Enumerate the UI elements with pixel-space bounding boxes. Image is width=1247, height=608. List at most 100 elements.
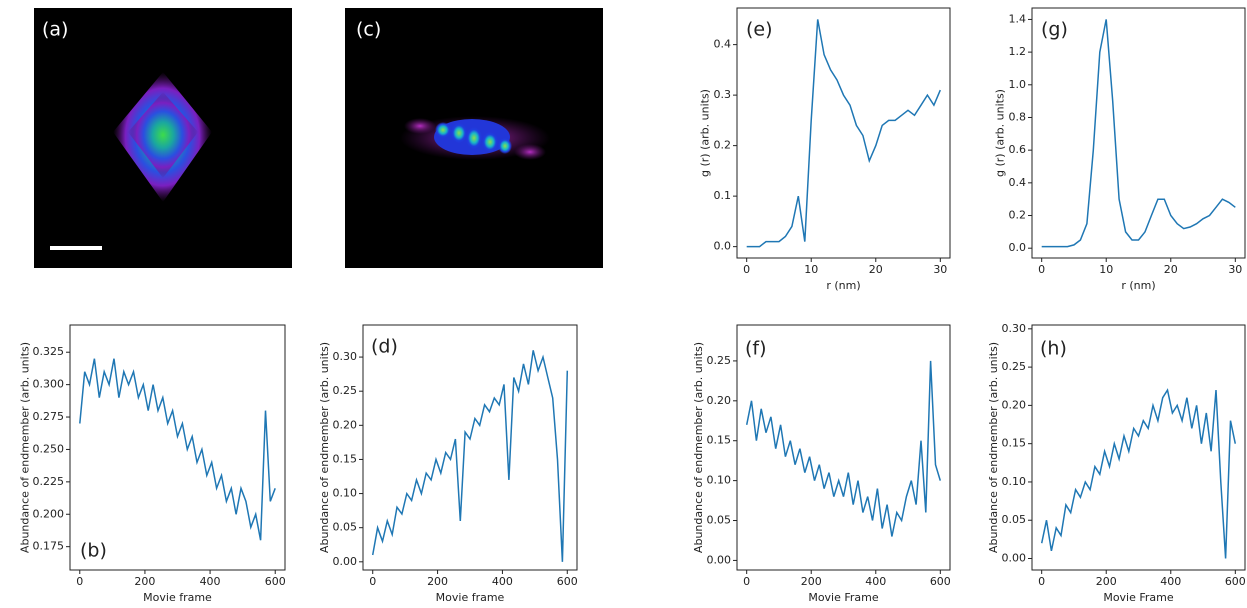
axes-frame	[736, 324, 951, 571]
x-tick-label: 200	[134, 575, 155, 588]
x-tick-label: 30	[1228, 263, 1242, 276]
y-tick-label: 0.250	[33, 442, 65, 455]
y-tick-label: 0.4	[1009, 176, 1027, 189]
particle-core	[128, 92, 198, 178]
y-axis-label: g (r) (arb. units)	[994, 89, 1007, 177]
data-line	[79, 358, 276, 541]
y-tick-label: 0.20	[1002, 398, 1027, 411]
y-tick-label: 0.3	[714, 88, 732, 101]
y-tick-label: 0.20	[333, 418, 358, 431]
y-tick-label: 0.225	[33, 475, 65, 488]
y-tick-label: 0.6	[1009, 143, 1027, 156]
y-tick-label: 0.300	[33, 378, 65, 391]
x-tick-label: 200	[1096, 575, 1117, 588]
x-tick-label: 20	[1164, 263, 1178, 276]
y-tick-label: 0.05	[1002, 513, 1027, 526]
x-tick-label: 600	[930, 575, 951, 588]
x-tick-label: 0	[1038, 575, 1045, 588]
y-tick-label: 0.325	[33, 345, 65, 358]
y-tick-label: 0.00	[333, 555, 358, 568]
x-tick-label: 200	[801, 575, 822, 588]
particle-halo	[404, 118, 436, 134]
x-tick-label: 600	[1225, 575, 1246, 588]
data-line	[371, 350, 569, 562]
image-c	[345, 8, 603, 268]
x-tick-label: 400	[865, 575, 886, 588]
data-line	[1040, 388, 1237, 559]
x-tick-label: 0	[1038, 263, 1045, 276]
x-tick-label: 20	[869, 263, 883, 276]
x-axis-label: r (nm)	[826, 279, 860, 292]
y-tick-label: 0.30	[1002, 322, 1027, 335]
y-tick-label: 0.00	[707, 553, 732, 566]
axes-frame	[362, 324, 578, 571]
y-tick-label: 0.15	[707, 434, 732, 447]
panel-label: (e)	[746, 19, 773, 41]
data-line	[1041, 19, 1236, 248]
x-axis-label: Movie Frame	[1103, 591, 1174, 604]
data-line	[746, 19, 941, 248]
particle-halo	[514, 144, 546, 160]
y-tick-label: 0.15	[1002, 437, 1027, 450]
y-tick-label: 0.05	[707, 514, 732, 527]
x-tick-label: 600	[557, 575, 578, 588]
x-tick-label: 10	[1099, 263, 1113, 276]
blob	[498, 138, 512, 154]
y-tick-label: 0.05	[333, 521, 358, 534]
panel-label: (h)	[1040, 338, 1067, 360]
y-tick-label: 0.15	[333, 452, 358, 465]
y-tick-label: 0.00	[1002, 552, 1027, 565]
x-axis-label: Movie frame	[436, 591, 505, 604]
blob	[451, 123, 467, 143]
axes-frame	[736, 7, 951, 259]
panel-label: (b)	[80, 540, 107, 562]
y-tick-label: 0.10	[1002, 475, 1027, 488]
x-tick-label: 200	[427, 575, 448, 588]
panel-label: (a)	[42, 19, 68, 41]
y-tick-label: 0.275	[33, 410, 65, 423]
y-tick-label: 0.200	[33, 507, 65, 520]
y-tick-label: 0.20	[707, 394, 732, 407]
y-tick-label: 0.25	[707, 354, 732, 367]
y-tick-label: 0.25	[333, 384, 358, 397]
y-tick-label: 0.0	[1009, 241, 1027, 254]
x-tick-label: 30	[933, 263, 947, 276]
panel-label: (f)	[745, 338, 767, 360]
x-tick-label: 0	[76, 575, 83, 588]
x-tick-label: 0	[743, 575, 750, 588]
panel-label: (g)	[1041, 19, 1068, 41]
y-axis-label: Abundance of endmember (arb. units)	[318, 342, 331, 553]
panel-label: (d)	[371, 336, 398, 358]
axes-frame	[1031, 324, 1246, 571]
y-tick-label: 1.0	[1009, 78, 1027, 91]
x-tick-label: 0	[369, 575, 376, 588]
y-tick-label: 0.8	[1009, 110, 1027, 123]
data-line	[745, 360, 942, 537]
y-tick-label: 0.2	[1009, 209, 1027, 222]
blob	[435, 122, 451, 138]
x-tick-label: 400	[200, 575, 221, 588]
y-tick-label: 0.25	[1002, 360, 1027, 373]
y-tick-label: 0.175	[33, 540, 65, 553]
y-tick-label: 0.2	[714, 139, 732, 152]
y-axis-label: Abundance of endmember (arb. units)	[987, 342, 1000, 553]
y-tick-label: 0.30	[333, 350, 358, 363]
axes-frame	[1031, 7, 1246, 259]
x-axis-label: Movie Frame	[808, 591, 879, 604]
y-axis-label: Abundance of endmember (arb. units)	[19, 342, 32, 553]
y-tick-label: 0.10	[333, 487, 358, 500]
panel-label: (c)	[356, 19, 381, 41]
x-tick-label: 10	[804, 263, 818, 276]
y-tick-label: 1.4	[1009, 12, 1027, 25]
x-axis-label: r (nm)	[1121, 279, 1155, 292]
x-tick-label: 400	[492, 575, 513, 588]
blob	[466, 127, 482, 149]
y-tick-label: 0.10	[707, 474, 732, 487]
x-tick-label: 600	[265, 575, 286, 588]
x-tick-label: 0	[743, 263, 750, 276]
image-a	[34, 8, 292, 268]
x-axis-label: Movie frame	[143, 591, 212, 604]
blob	[482, 132, 498, 152]
x-tick-label: 400	[1160, 575, 1181, 588]
